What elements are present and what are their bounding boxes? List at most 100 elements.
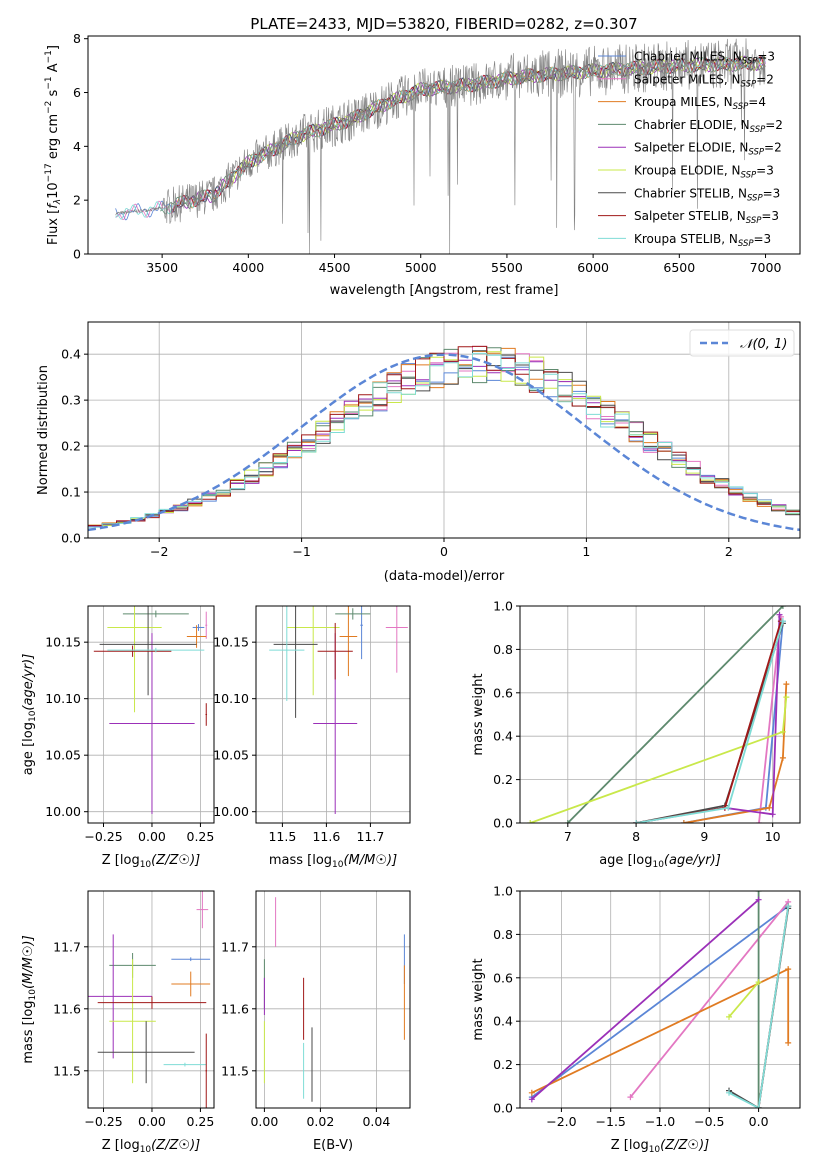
mass_vs_Z-xlabel-main: Z [log <box>102 1138 140 1153</box>
residuals-xlabel: (data-model)/error <box>384 569 505 584</box>
weight-marker <box>627 1094 634 1101</box>
weight-marker <box>766 804 773 811</box>
mass_vs_Z-xlabel-tail: (Z/Z☉)] <box>151 1138 200 1153</box>
spectrum-ytick-label: 4 <box>73 139 81 154</box>
legend-label: Chabrier MILES, NSSP=3 <box>634 50 775 67</box>
spectrum-xtick-label: 6500 <box>663 260 695 275</box>
weight-marker <box>779 618 786 625</box>
residuals-legend-label: 𝒩(0, 1) <box>740 337 787 352</box>
residuals-legend: 𝒩(0, 1) <box>689 329 795 357</box>
xtick-label: 0.0 <box>749 1114 769 1129</box>
panel-frame <box>519 605 801 824</box>
legend-label-main: Kroupa STELIB, N <box>634 232 738 246</box>
age_vs_mass-xlabel-sub: 10 <box>332 860 344 870</box>
observed-spectrum-line <box>115 38 766 255</box>
xtick-label: −1.5 <box>596 1114 626 1129</box>
residuals-xtick-label: 0 <box>440 544 448 559</box>
weight-line <box>758 616 782 823</box>
massweight_vs_Z-xlabel-main: Z [log <box>611 1138 649 1153</box>
xtick-label: 0.25 <box>187 1114 215 1129</box>
massweight_vs_Z-panel: −2.0 −1.5 −1.0 −0.5 0.0 0.0 0.2 0.4 0.6 0.8 1.0 Z [… <box>471 884 801 1155</box>
ytick-label: 1.0 <box>493 884 513 899</box>
legend-label-tail: =3 <box>756 164 774 178</box>
ytick-label: 10.00 <box>45 804 81 819</box>
legend-label-tail: =4 <box>748 95 766 109</box>
residuals-ylabel: Normed distribution <box>36 365 51 495</box>
residuals-xtick-label: −2 <box>150 544 168 559</box>
weight-marker <box>779 754 786 761</box>
plot-area <box>263 897 405 1102</box>
weight-marker <box>785 966 792 973</box>
spectrum-frame <box>87 35 801 255</box>
spectrum-ylabel: Flux [fλ10−17 erg cm−2 s−1 A−1] <box>44 45 63 245</box>
residuals-xtick-label: −1 <box>292 544 310 559</box>
ytick-label: 11.5 <box>53 1063 81 1078</box>
spectrum-xtick-label: 7000 <box>750 260 782 275</box>
residuals-ytick-label: 0.4 <box>61 347 81 362</box>
residuals-ytick-label: 0.3 <box>61 393 81 408</box>
ytick-label: 10.05 <box>213 748 249 763</box>
massweight_vs_Z-xlabel-tail: (Z/Z☉)] <box>660 1138 709 1153</box>
age_vs_mass-xlabel: mass [log10(M/M☉)] <box>269 853 397 870</box>
spectrum-axes: 3500 4000 4500 5000 5500 6000 6500 7000 0 2 4 6 8 <box>73 31 781 275</box>
mass_vs_Z-xlabel-sub: 10 <box>140 1145 152 1155</box>
legend-label-sub: SSP <box>738 239 754 249</box>
legend-label-tail: =2 <box>756 72 774 86</box>
legend-label-sub: SSP <box>748 148 764 158</box>
massweight_vs_Z-ylabel: mass weight <box>471 958 486 1040</box>
legend-label: Chabrier STELIB, NSSP=3 <box>634 186 780 203</box>
histogram-line <box>88 356 800 528</box>
plot-area <box>527 606 790 823</box>
legend-label-tail: =3 <box>754 232 772 246</box>
age_vs_Z-xlabel-sub: 10 <box>140 860 152 870</box>
xtick-label: 10 <box>765 829 781 844</box>
legend-label-main: Salpeter MILES, N <box>634 72 741 86</box>
ytick-label: 0.6 <box>493 685 513 700</box>
histogram-line <box>88 345 800 526</box>
residuals-axes: −2 −1 0 1 2 0.0 0.1 0.2 0.3 0.4 <box>61 347 733 559</box>
weight-marker <box>785 1039 792 1046</box>
weight-marker <box>528 1096 535 1103</box>
weight-marker <box>755 896 762 903</box>
massweight_vs_Z-xlabel: Z [log10(Z/Z☉)] <box>611 1138 709 1155</box>
xtick-label: 8 <box>632 829 640 844</box>
legend-label-tail: =2 <box>765 118 783 132</box>
panel-frame <box>255 890 411 1109</box>
plot-area <box>88 891 211 1108</box>
spectrum-xtick-label: 3500 <box>146 260 178 275</box>
legend-label: Kroupa STELIB, NSSP=3 <box>634 232 771 249</box>
spectrum-ytick-label: 0 <box>73 247 81 262</box>
ytick-label: 10.10 <box>45 691 81 706</box>
xtick-label: 0.25 <box>187 829 215 844</box>
legend-label: Salpeter MILES, NSSP=2 <box>634 72 774 89</box>
residuals-histograms <box>88 345 800 528</box>
ytick-label: 0.4 <box>493 1014 513 1029</box>
ytick-label: 0.4 <box>493 729 513 744</box>
xtick-label: 0.00 <box>138 1114 166 1129</box>
weight-marker <box>785 903 792 910</box>
weight-marker <box>680 820 687 823</box>
ytick-label: 10.00 <box>213 804 249 819</box>
mass_vs_EBV-panel: 0.00 0.02 0.04 11.5 11.6 11.7 E(B-V) <box>221 890 411 1153</box>
weight-marker <box>755 891 762 894</box>
legend-label-main: Salpeter STELIB, N <box>634 209 746 223</box>
weight-marker <box>779 606 786 609</box>
age_vs_Z-xlabel-tail: (Z/Z☉)] <box>151 853 200 868</box>
xtick-label: −0.5 <box>694 1114 724 1129</box>
xtick-label: 0.00 <box>138 829 166 844</box>
ytick-label: 0.2 <box>493 772 513 787</box>
mass_vs_Z-ylabel-tail: (M/M☉)] <box>21 935 36 989</box>
legend-label-sub: SSP <box>741 171 757 181</box>
legend-label-main: Kroupa ELODIE, N <box>634 164 741 178</box>
weight-line <box>567 606 784 823</box>
xtick-label: 11.7 <box>356 829 384 844</box>
weight-line <box>728 906 790 1108</box>
spectrum-ytick-label: 6 <box>73 85 81 100</box>
age_vs_Z-ylabel-tail: (age/yr)] <box>21 654 36 711</box>
spectrum-xtick-label: 4500 <box>319 260 351 275</box>
spectrum-xtick-label: 6000 <box>577 260 609 275</box>
figure-title: PLATE=2433, MJD=53820, FIBERID=0282, z=0… <box>250 15 637 33</box>
